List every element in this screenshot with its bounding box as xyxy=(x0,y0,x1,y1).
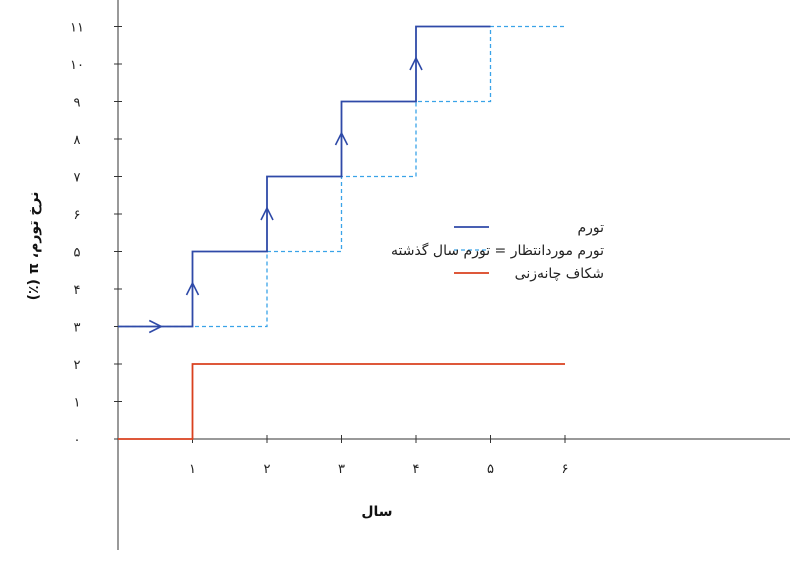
x-tick-label: ۲ xyxy=(264,462,271,477)
y-tick-label: ۲ xyxy=(74,358,81,373)
y-tick-label: ۸ xyxy=(74,133,81,148)
direction-arrow xyxy=(334,131,349,146)
direction-arrow xyxy=(148,319,164,334)
series-line-0 xyxy=(118,25,491,328)
y-tick-label: ۷ xyxy=(74,171,81,186)
y-tick-label: ۳ xyxy=(74,321,81,336)
series-layer xyxy=(118,25,565,440)
direction-arrow xyxy=(185,281,200,296)
x-tick-label: ۴ xyxy=(413,462,420,477)
y-tick-label: ۹ xyxy=(74,96,81,111)
y-tick-label: ۵ xyxy=(74,246,81,261)
axes xyxy=(117,0,790,550)
y-tick-label: ۰ xyxy=(74,433,81,448)
y-tick-label: ۶ xyxy=(74,208,81,223)
x-tick-label: ۳ xyxy=(338,462,345,477)
y-tick-label: ۱۰ xyxy=(70,58,84,73)
y-tick-label: ۴ xyxy=(74,283,81,298)
x-tick-label: ۱ xyxy=(189,462,196,477)
x-tick-label: ۶ xyxy=(562,462,569,477)
x-tick-label: ۵ xyxy=(487,462,494,477)
y-tick-label: ۱۱ xyxy=(70,21,84,36)
legend-label: شکاف چانه‌زنی xyxy=(515,266,604,282)
y-tick-label: ۱ xyxy=(74,396,81,411)
direction-arrow xyxy=(409,56,423,71)
x-axis-title: سال xyxy=(361,504,392,520)
direction-arrow xyxy=(260,206,274,221)
y-axis-title: نرخ تورم، π (٪) xyxy=(26,192,42,301)
series-line-2 xyxy=(118,363,565,440)
legend: تورم تورم موردانتظار = تورم سال گذشته شکاف… xyxy=(391,220,604,282)
legend-label: تورم موردانتظار = تورم سال گذشته xyxy=(391,242,604,259)
legend-label: تورم xyxy=(577,220,604,236)
